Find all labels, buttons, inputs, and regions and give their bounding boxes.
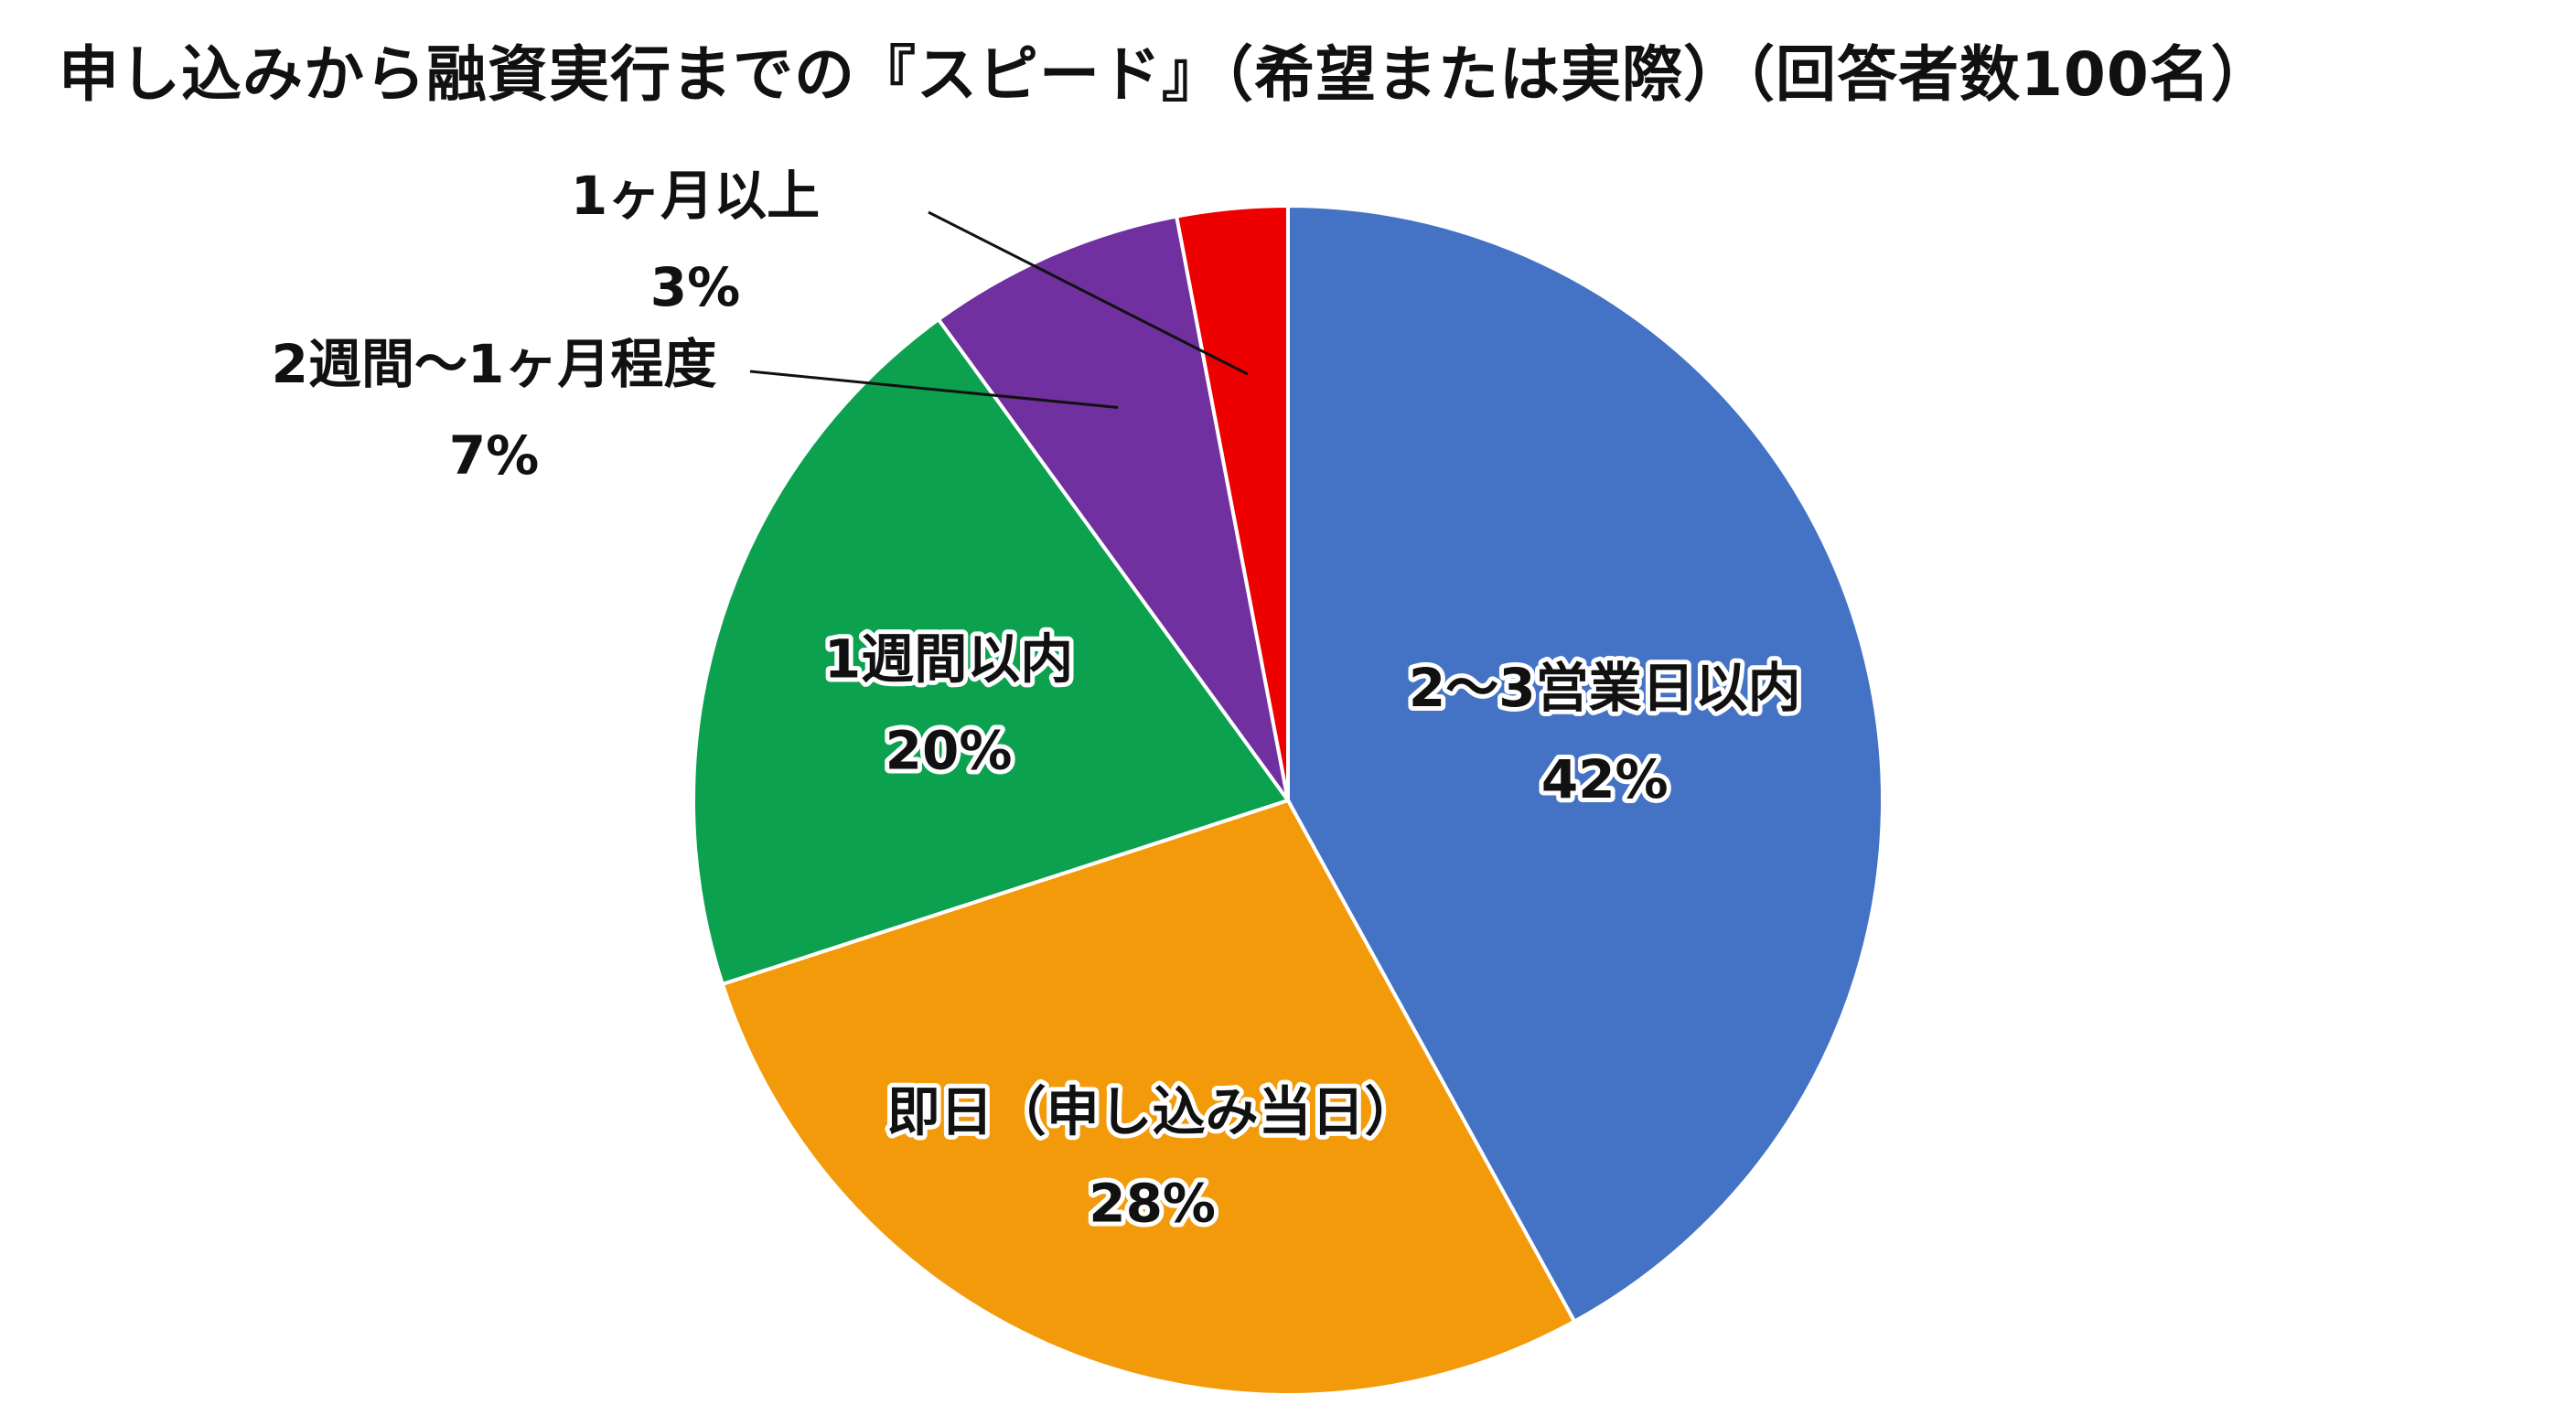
pie-slice-5 — [1174, 203, 1290, 801]
chart-title: 申し込みから融資実行までの『スピード』（希望または実際）（回答者数100名） — [59, 39, 2272, 110]
leader-lines — [749, 210, 1249, 409]
slice-value-2: 28% — [1089, 1173, 1216, 1235]
slice-label-1: 2〜3営業日以内 — [1409, 657, 1801, 719]
slice-value-4: 7% — [449, 424, 539, 487]
pie-slice-1 — [1286, 203, 1884, 1325]
slice-value-3: 20% — [886, 719, 1013, 781]
slice-value-1: 42% — [1541, 748, 1669, 810]
slice-label-4: 2週間〜1ヶ月程度 — [272, 333, 717, 395]
leader-line-4 — [749, 370, 1119, 409]
pie-slices — [692, 203, 1884, 1397]
slice-labels: 2〜3営業日以内 42% 即日（申し込み当日） 28% 1週間以内 20% 2週間〜1ヶ月程… — [272, 165, 1806, 1239]
pie-slice-4 — [936, 214, 1290, 802]
slice-label-2: 即日（申し込み当日） — [887, 1081, 1418, 1143]
slice-label-3: 1週間以内 — [824, 627, 1073, 690]
leader-line-5 — [928, 210, 1249, 376]
slice-label-5: 1ヶ月以上 — [571, 165, 820, 227]
pie-slice-2 — [720, 798, 1577, 1397]
slice-value-5: 3% — [650, 256, 740, 318]
pie-slice-3 — [692, 316, 1292, 987]
